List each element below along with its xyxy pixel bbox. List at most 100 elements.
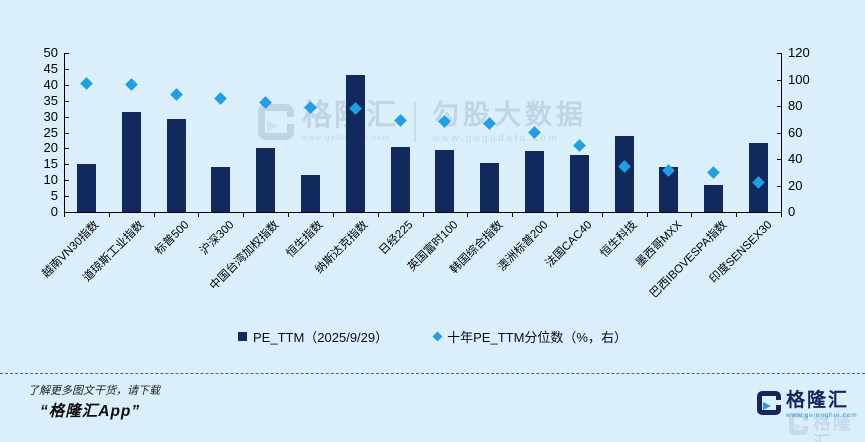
x-axis-tick [691, 213, 693, 217]
x-axis-tick [781, 213, 782, 217]
watermark-product-url: www.gogudata.com [432, 133, 560, 144]
bar-swatch-icon [238, 331, 248, 341]
pe-ttm-bar [256, 148, 276, 212]
x-axis-tick [198, 213, 200, 217]
pe-ttm-bar [435, 149, 455, 212]
pe-ttm-bar [525, 150, 545, 212]
percentile-diamond-marker [707, 165, 721, 179]
brand-name-text: 格隆汇 [786, 390, 850, 411]
footer-divider [0, 373, 865, 374]
pe-ttm-bar [390, 147, 410, 212]
y-axis-left-tick-label: 35 [43, 92, 58, 108]
brand-url-text: www.gelonghui.com [786, 412, 858, 419]
gelonghui-logo-icon [258, 104, 295, 140]
x-axis-tick [64, 213, 65, 217]
y-axis-left-tick-label: 40 [43, 76, 58, 92]
y-axis-right-tick-label: 120 [788, 45, 810, 60]
percentile-diamond-marker [393, 114, 407, 127]
x-axis-category-label: 巴西IBOVESPA指数 [647, 219, 730, 301]
y-axis-left-tick-label: 20 [43, 140, 58, 156]
y-axis-right-tick [777, 79, 781, 81]
pe-ttm-bar [569, 155, 589, 212]
pe-ttm-bar [480, 163, 500, 212]
watermark-product-text: 勾股大数据 [432, 100, 587, 130]
legend-diamond-label: 十年PE_TTM分位数（%，右） [447, 329, 627, 345]
x-axis-tick [108, 213, 110, 217]
y-axis-right [781, 53, 782, 212]
y-axis-left-tick [65, 148, 69, 150]
y-axis-right-tick-label: 40 [788, 151, 803, 166]
x-axis-tick [332, 213, 334, 217]
y-axis-right-tick-label: 0 [788, 204, 796, 219]
x-axis-tick [512, 213, 514, 217]
y-axis-right-tick [777, 159, 781, 160]
footer-note-line1: 了解更多图文干货，请下载 [28, 385, 160, 397]
percentile-diamond-marker [80, 77, 93, 90]
x-axis-category-label: 沪深300 [198, 219, 237, 258]
x-axis-category-label: 恒生指数 [284, 219, 326, 261]
y-axis-left-tick-label: 15 [43, 156, 58, 172]
x-axis-category-label: 法国CAC40 [543, 219, 595, 270]
pe-ttm-bar [121, 111, 141, 212]
legend-item-percentile: 十年PE_TTM分位数（%，右） [432, 327, 627, 346]
pe-ttm-bar [76, 164, 96, 212]
y-axis-right-tick [777, 212, 781, 213]
x-axis-tick [601, 213, 603, 217]
y-axis-left-tick-label: 50 [43, 45, 58, 60]
gelonghui-brand-logo: 格隆汇 www.gelonghui.com [757, 391, 857, 419]
y-axis-right-tick [777, 185, 781, 187]
y-axis-left-tick-label: 45 [43, 60, 58, 76]
percentile-diamond-marker [304, 100, 317, 114]
percentile-diamond-marker [259, 95, 273, 109]
legend-item-pe-ttm: PE_TTM（2025/9/29） [238, 327, 388, 346]
watermark-divider [414, 102, 416, 142]
x-axis-category-label: 日经225 [377, 219, 416, 258]
gelonghui-brand-ghost-watermark: 格隆汇 [789, 413, 865, 442]
x-axis-tick [153, 213, 155, 217]
x-axis-tick [243, 213, 245, 217]
pe-ttm-bar [614, 135, 634, 212]
ghost-brand-name-text: 格隆汇 [813, 413, 854, 442]
y-axis-right-tick [777, 132, 781, 134]
y-axis-right-tick-label: 60 [788, 124, 803, 140]
x-axis-tick [556, 213, 558, 217]
y-axis-left-tick [65, 212, 69, 213]
y-axis-right-tick [777, 53, 781, 54]
percentile-diamond-marker [169, 87, 183, 101]
y-axis-left-tick [65, 196, 69, 198]
y-axis-right-tick-label: 80 [788, 98, 803, 113]
percentile-diamond-marker [438, 115, 452, 129]
pe-ttm-bar [166, 118, 186, 212]
y-axis-left-tick-label: 5 [50, 188, 58, 204]
y-axis-left [64, 53, 65, 212]
percentile-diamond-marker [572, 139, 586, 153]
y-axis-left-tick-label: 30 [43, 108, 58, 124]
pe-ttm-bar [211, 167, 231, 212]
pe-ttm-bar [345, 75, 365, 212]
gelonghui-logo-icon [789, 413, 810, 435]
percentile-diamond-marker [124, 78, 138, 92]
gelonghui-logo-icon [757, 391, 782, 415]
y-axis-left-tick [65, 180, 69, 182]
pe-ttm-bar [659, 167, 679, 212]
x-axis-tick [288, 213, 290, 217]
x-axis-tick [422, 213, 424, 217]
y-axis-left-tick [65, 100, 69, 102]
y-axis-left-tick-label: 0 [50, 204, 58, 219]
y-axis-left-tick [65, 53, 69, 54]
y-axis-left-tick-label: 25 [43, 124, 58, 140]
watermark-brand-url: www.gelonghui.com [302, 133, 398, 142]
y-axis-left-tick [65, 116, 69, 118]
y-axis-left-tick [65, 164, 69, 166]
x-axis-tick [736, 213, 738, 217]
legend: PE_TTM（2025/9/29） 十年PE_TTM分位数（%，右） [0, 325, 865, 347]
y-axis-right-tick-label: 100 [788, 71, 810, 87]
footer-note-line2: “格隆汇App” [40, 403, 141, 420]
pe-ttm-bar [300, 175, 320, 212]
x-axis-tick [377, 213, 379, 217]
legend-bar-label: PE_TTM（2025/9/29） [253, 329, 389, 345]
y-axis-left-tick [65, 84, 69, 86]
percentile-diamond-marker [528, 126, 541, 139]
